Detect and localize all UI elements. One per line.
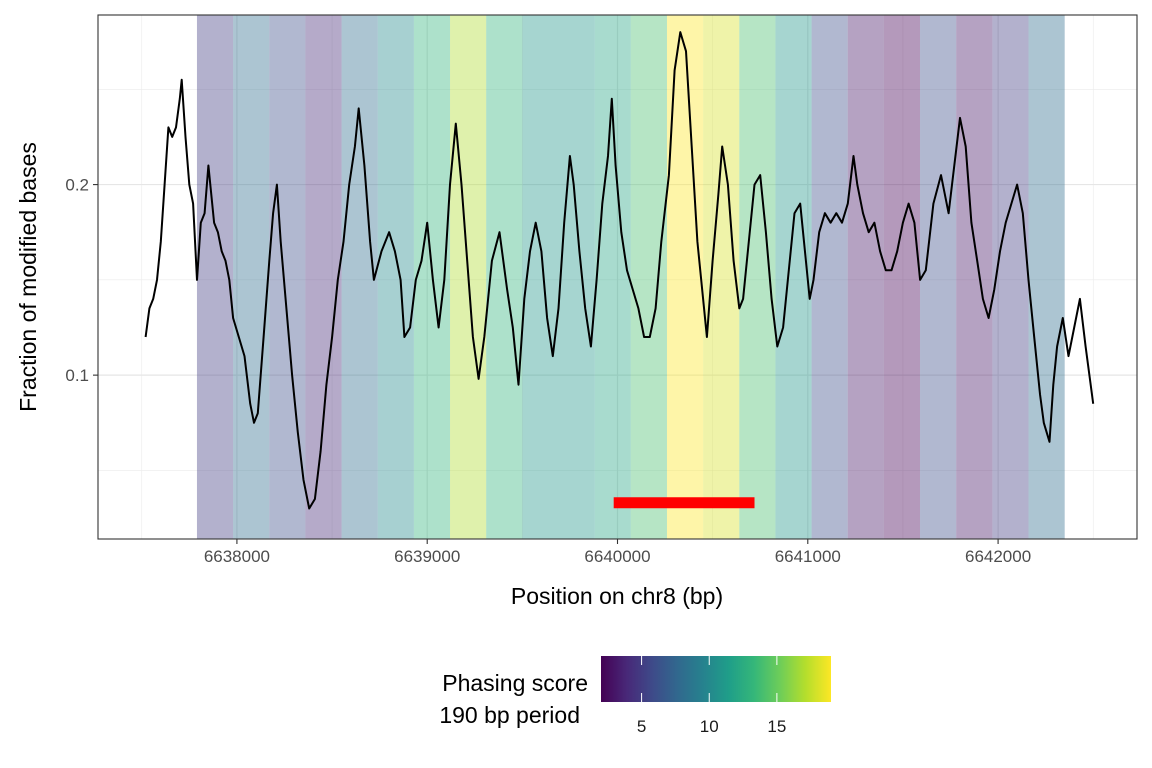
phasing-band xyxy=(486,15,523,539)
phasing-band xyxy=(630,15,667,539)
legend-ticks: 5 10 15 xyxy=(637,656,786,736)
legend-tick-label: 10 xyxy=(700,717,719,736)
signal-line-layer xyxy=(144,31,1095,510)
phasing-band xyxy=(233,15,270,539)
legend: Phasing score 190 bp period 5 10 15 xyxy=(439,656,831,736)
phasing-band xyxy=(377,15,414,539)
phasing-band xyxy=(920,15,957,539)
x-tick-label: 6640000 xyxy=(584,547,650,566)
phasing-band xyxy=(956,15,993,539)
phasing-band xyxy=(703,15,740,539)
x-axis-title: Position on chr8 (bp) xyxy=(511,583,723,609)
x-tick-label: 6638000 xyxy=(204,547,270,566)
phasing-band xyxy=(522,15,559,539)
phasing-band xyxy=(341,15,378,539)
phasing-band xyxy=(811,15,848,539)
phasing-band xyxy=(305,15,342,539)
phasing-band xyxy=(775,15,812,539)
y-tick-label: 0.1 xyxy=(65,366,89,385)
phasing-band xyxy=(558,15,595,539)
legend-colorbar xyxy=(601,656,831,702)
x-tick-label: 6641000 xyxy=(775,547,841,566)
x-tick-label: 6639000 xyxy=(394,547,460,566)
legend-tick-label: 15 xyxy=(767,717,786,736)
legend-title-line1: Phasing score xyxy=(442,670,588,696)
phasing-band xyxy=(847,15,884,539)
phasing-band xyxy=(269,15,306,539)
phasing-band xyxy=(992,15,1029,539)
y-axis-title: Fraction of modified bases xyxy=(15,142,41,412)
legend-title-line2: 190 bp period xyxy=(439,702,580,728)
phasing-band xyxy=(883,15,921,539)
axes: 6638000 6639000 6640000 6641000 6642000 0.1 0.… xyxy=(65,176,1031,566)
x-tick-label: 6642000 xyxy=(965,547,1031,566)
legend-tick-label: 5 xyxy=(637,717,646,736)
phasing-band xyxy=(196,15,234,539)
phasing-band xyxy=(594,15,631,539)
signal-line xyxy=(144,31,1095,510)
phasing-band xyxy=(1028,15,1065,539)
grid-lines xyxy=(98,15,1137,539)
phasing-bands xyxy=(196,15,1065,539)
y-tick-label: 0.2 xyxy=(65,176,89,195)
